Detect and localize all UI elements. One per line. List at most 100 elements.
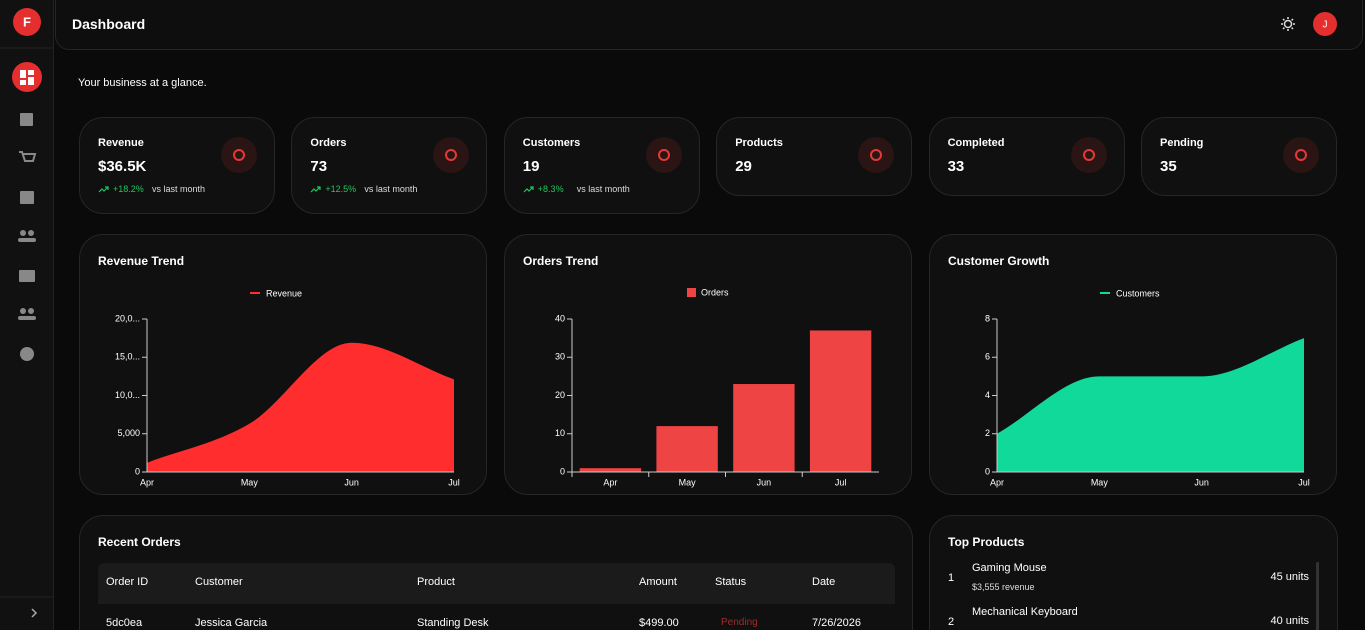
y-tick-label: 10,0... xyxy=(115,390,140,400)
icon-glyph xyxy=(657,149,670,161)
y-tick-label: 40 xyxy=(555,313,565,323)
y-tick-label: 30 xyxy=(555,352,565,362)
product-name: Gaming Mouse xyxy=(972,562,1047,574)
y-tick-label: 8 xyxy=(985,313,990,323)
stat-label: Orders xyxy=(310,137,347,149)
stat-label: Revenue xyxy=(98,137,144,149)
stat-value: 73 xyxy=(310,158,328,175)
stat-icon xyxy=(645,137,682,173)
chart-card: Revenue Trend Revenue 0 5,000 10,0... 15,0...… xyxy=(79,234,487,495)
trend-icon xyxy=(310,186,321,193)
product-units: 45 units xyxy=(1270,571,1309,583)
products-title: Top Products xyxy=(948,535,1025,549)
legend-label: Customers xyxy=(1116,288,1160,298)
legend-label: Revenue xyxy=(266,288,302,298)
status-badge: Pending xyxy=(721,617,758,628)
sidebar-icons: F xyxy=(0,8,53,618)
logo xyxy=(13,8,41,36)
scrollbar[interactable] xyxy=(1316,562,1319,630)
chart: Customers 0 2 4 6 8 Apr May Jun Jul xyxy=(985,288,1310,487)
y-tick-label: 2 xyxy=(985,428,990,438)
stat-label: Pending xyxy=(1160,137,1204,149)
product-units: 40 units xyxy=(1270,615,1309,627)
table-cell: $499.00 xyxy=(639,617,679,629)
stat-card: Completed 33 xyxy=(928,117,1125,196)
table-header xyxy=(98,563,895,604)
orders-title: Recent Orders xyxy=(98,535,181,549)
orders-card: Recent Orders Order ID Customer Product Amo… xyxy=(79,515,913,630)
y-tick-label: 10 xyxy=(555,428,565,438)
stat-icon xyxy=(1070,137,1107,173)
legend-swatch xyxy=(250,292,260,294)
trend-arrow xyxy=(523,186,534,193)
logo-letter: F xyxy=(23,14,31,29)
nav-active[interactable] xyxy=(12,62,42,92)
stat-card: Pending 35 xyxy=(1141,117,1337,196)
avatar[interactable] xyxy=(1313,12,1337,36)
stat-change: +12.5% xyxy=(325,184,357,194)
x-tick-label: Apr xyxy=(603,477,617,487)
y-tick-label: 6 xyxy=(985,352,990,362)
x-tick-label: Jun xyxy=(757,477,772,487)
stat-note: vs last month xyxy=(152,184,206,194)
icon-bg xyxy=(1070,137,1107,173)
stat-label: Customers xyxy=(522,137,581,149)
x-tick-label: Jun xyxy=(344,477,359,487)
stat-value: 35 xyxy=(1160,158,1177,175)
table-cell: Standing Desk xyxy=(417,617,489,629)
column-header: Date xyxy=(812,576,836,588)
subtitle: Your business at a glance. xyxy=(78,77,207,89)
legend-label: Orders xyxy=(701,287,729,297)
chart-title: Revenue Trend xyxy=(98,254,185,268)
stat-value: $36.5K xyxy=(98,158,147,175)
sidebar: F xyxy=(0,0,54,630)
x-tick-label: Jul xyxy=(448,477,460,487)
chart-title: Customer Growth xyxy=(948,254,1050,268)
expand-icon[interactable] xyxy=(31,608,38,618)
stat-icon xyxy=(1283,137,1319,173)
header xyxy=(55,0,1363,50)
column-header: Product xyxy=(417,576,455,588)
x-tick-label: Jul xyxy=(835,477,847,487)
area xyxy=(147,342,454,472)
stat-change: +18.2% xyxy=(113,184,144,194)
area xyxy=(997,338,1304,472)
column-header: Customer xyxy=(195,576,243,588)
x-tick-label: May xyxy=(1091,477,1109,487)
stat-value: 33 xyxy=(947,158,965,175)
icon-glyph xyxy=(1295,149,1307,161)
trend-icon xyxy=(523,186,534,193)
legend-swatch xyxy=(687,288,696,297)
column-header: Amount xyxy=(639,576,677,588)
product-revenue: $3,555 revenue xyxy=(972,582,1035,592)
dashboard-icon xyxy=(20,70,34,85)
stat-icon xyxy=(221,137,257,173)
x-tick-label: Apr xyxy=(140,477,154,487)
product-rank: 2 xyxy=(948,616,955,628)
x-tick-label: Jul xyxy=(1298,477,1310,487)
x-tick-label: Apr xyxy=(990,477,1004,487)
table-cell: 7/26/2026 xyxy=(812,617,861,629)
stat-label: Products xyxy=(735,137,783,149)
stat-card: Revenue $36.5K +18.2% vs last month xyxy=(79,117,275,214)
stat-card: Products 29 xyxy=(716,117,913,196)
x-tick-label: May xyxy=(679,477,697,487)
table-cell: 5dc0ea xyxy=(106,617,143,629)
stat-card: Customers 19 +8.3% vs last month xyxy=(503,117,700,214)
bar xyxy=(809,330,872,472)
table-cell: Jessica Garcia xyxy=(195,617,268,629)
products-card: Top Products 1 Gaming Mouse $3,555 revenue… xyxy=(929,515,1338,630)
legend-swatch xyxy=(1100,292,1110,294)
y-tick-label: 0 xyxy=(135,466,140,476)
theme-toggle[interactable] xyxy=(1281,17,1295,31)
y-tick-label: 0 xyxy=(985,466,990,476)
trend-icon xyxy=(98,186,109,193)
stat-value: 29 xyxy=(735,158,752,175)
chart: Revenue 0 5,000 10,0... 15,0... 20,0... Apr May… xyxy=(115,288,460,487)
chart-card: Customer Growth Customers 0 2 4 6 8 Apr May Jun Ju… xyxy=(929,234,1337,495)
y-tick-label: 4 xyxy=(985,390,990,400)
avatar-letter: J xyxy=(1323,20,1328,31)
chart-title: Orders Trend xyxy=(523,254,599,268)
nav-icons[interactable] xyxy=(18,113,37,361)
